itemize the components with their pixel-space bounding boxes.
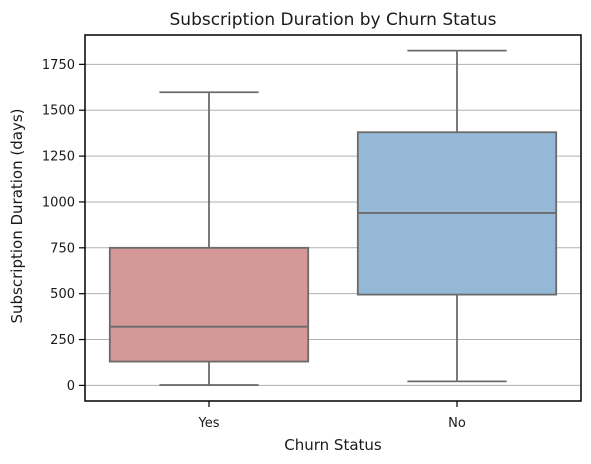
y-axis-label: Subscription Duration (days) [8,109,26,324]
boxes [108,49,558,386]
y-tick-label: 1250 [42,150,75,165]
y-tick-label: 500 [50,287,75,302]
box-yes [108,91,310,386]
y-tick-label: 1000 [42,195,75,210]
plot-frame [84,34,582,402]
y-ticks: 0 250 500 750 1000 1250 1500 1750 [42,58,85,394]
box-no [356,49,558,383]
x-ticks: Yes No [198,401,466,431]
chart-title: Subscription Duration by Churn Status [170,10,497,30]
y-tick-label: 750 [50,241,75,256]
iqr-box [108,246,310,363]
x-axis-label: Churn Status [284,436,382,454]
y-tick-label: 1750 [42,58,75,73]
y-tick-label: 1500 [42,104,75,119]
x-tick-label-no: No [448,416,466,431]
y-tick-label: 0 [67,379,75,394]
y-tick-label: 250 [50,333,75,348]
x-tick-label-yes: Yes [198,416,220,431]
